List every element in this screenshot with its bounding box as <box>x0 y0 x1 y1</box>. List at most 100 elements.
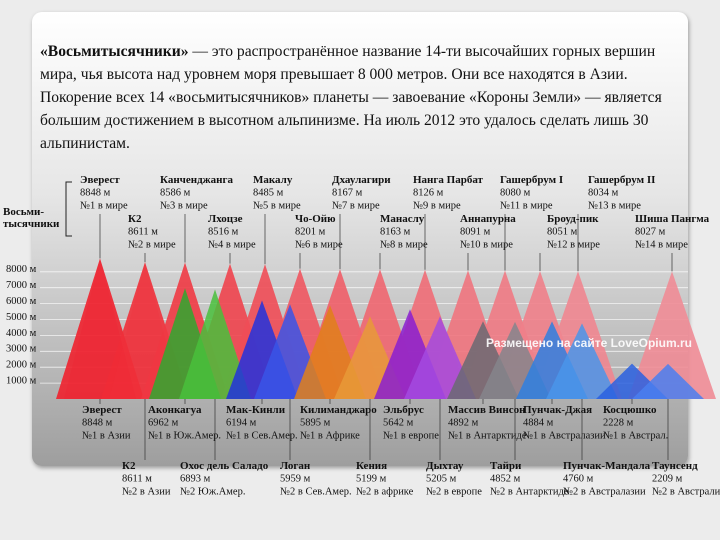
scale-label: 6000 м <box>6 296 37 307</box>
mountain-rank: №7 в мире <box>332 200 380 211</box>
mountain-height: 8034 м <box>588 187 619 198</box>
group-label: Восьми- <box>3 206 44 218</box>
mountain-name: Массив Винсон <box>448 404 526 416</box>
scale-label: 8000 м <box>6 264 37 275</box>
mountain-rank: №2 в африке <box>356 486 414 497</box>
mountain-name: Гашербрум II <box>588 174 655 186</box>
scale-label: 7000 м <box>6 280 37 291</box>
mountain-rank: №14 в мире <box>635 239 688 250</box>
mountain-name: Логан <box>280 460 311 472</box>
mountain-name: Эверест <box>80 174 120 186</box>
mountain-height: 8201 м <box>295 226 326 237</box>
mountain-name: Шиша Пангма <box>635 213 710 225</box>
mountain-rank: №1 в Азии <box>82 430 131 441</box>
scale-label: 5000 м <box>6 312 37 323</box>
mountain-rank: №1 в Австрал. <box>603 430 668 441</box>
mountain-rank: №3 в мире <box>160 200 208 211</box>
mountain-height: 8848 м <box>82 417 113 428</box>
mountain-height: 5959 м <box>280 473 311 484</box>
mountain-name: Аннапурна <box>460 213 516 225</box>
intro-lead: «Восьмитысячники» <box>40 43 189 60</box>
mountain-rank: №2 в Антарктиде <box>490 486 569 497</box>
mountain-rank: №1 в Сев.Амер. <box>226 430 298 441</box>
mountain-name: Эверест <box>82 404 122 416</box>
mountain-name: Пунчак-Джая <box>523 404 592 416</box>
mountain <box>179 289 251 399</box>
mountain-height: 8027 м <box>635 226 666 237</box>
intro-text: «Восьмитысячники» — это распространённое… <box>40 40 690 155</box>
mountain-height: 4892 м <box>448 417 479 428</box>
mountain-name: Охос дель Саладо <box>180 460 269 472</box>
mountain-name: Кения <box>356 460 387 472</box>
mountain-height: 8126 м <box>413 187 444 198</box>
mountain-name: Эльбрус <box>383 404 424 416</box>
mountain-name: Таунсенд <box>652 460 698 472</box>
mountain-rank: №1 в Австралазии <box>523 430 606 441</box>
mountain-name: К2 <box>122 460 136 472</box>
mountain-name: Аконкагуа <box>148 404 202 416</box>
mountain-height: 4852 м <box>490 473 521 484</box>
scale-label: 3000 м <box>6 344 37 355</box>
mountain-name: Макалу <box>253 174 293 186</box>
mountain-rank: №8 в мире <box>380 239 428 250</box>
mountain-rank: №9 в мире <box>413 200 461 211</box>
mountain-name: Чо-Ойю <box>295 213 336 225</box>
scale-label: 4000 м <box>6 328 37 339</box>
mountain-height: 8163 м <box>380 226 411 237</box>
group-label: тысячники <box>3 218 60 230</box>
mountain <box>64 258 136 399</box>
mountain-height: 8091 м <box>460 226 491 237</box>
mountain-rank: №4 в мире <box>208 239 256 250</box>
mountain-name: Тайри <box>490 460 522 472</box>
mountain-height: 5205 м <box>426 473 457 484</box>
mountain-height: 4884 м <box>523 417 554 428</box>
mountain-name: Гашербрум I <box>500 174 563 186</box>
mountain-rank: №2 в Азии <box>122 486 171 497</box>
mountain <box>546 323 618 399</box>
mountain-rank: №1 в Юж.Амер. <box>148 430 221 441</box>
mountain-height: 8611 м <box>122 473 152 484</box>
mountain-height: 8611 м <box>128 226 158 237</box>
scale-label: 1000 м <box>6 376 37 387</box>
mountain-height: 5895 м <box>300 417 331 428</box>
mountain-rank: №2 в европе <box>426 486 482 497</box>
mountain-height: 8516 м <box>208 226 239 237</box>
mountain-height: 8167 м <box>332 187 363 198</box>
mountain-name: К2 <box>128 213 142 225</box>
mountain-rank: №1 в мире <box>80 200 128 211</box>
mountain-name: Мак-Кинли <box>226 404 286 416</box>
mountain-rank: №2 в Австралазии <box>563 486 646 497</box>
mountain-name: Дыхтау <box>426 460 464 472</box>
mountain-name: Косцюшко <box>603 404 657 416</box>
mountain-name: Килиманджаро <box>300 404 377 416</box>
group-bracket <box>65 181 72 237</box>
mountain-rank: №1 в Африке <box>300 430 360 441</box>
mountain-height: 8485 м <box>253 187 284 198</box>
mountain-rank: №5 в мире <box>253 200 301 211</box>
mountain-height: 2228 м <box>603 417 634 428</box>
mountain-height: 2209 м <box>652 473 683 484</box>
mountain-name: Броуд-пик <box>547 213 599 225</box>
mountain-height: 8586 м <box>160 187 191 198</box>
mountain-rank: №6 в мире <box>295 239 343 250</box>
mountain-height: 8848 м <box>80 187 111 198</box>
mountain-rank: №1 в европе <box>383 430 439 441</box>
intro-body: — это распространённое название 14-ти вы… <box>40 43 662 152</box>
mountain-rank: №2 в Австралии <box>652 486 720 497</box>
scale-label: 2000 м <box>6 360 37 371</box>
mountain-rank: №2 в Сев.Амер. <box>280 486 352 497</box>
mountain-rank: №2 Юж.Амер. <box>180 486 245 497</box>
mountain-height: 6893 м <box>180 473 211 484</box>
mountain-name: Пунчак-Мандала <box>563 460 651 472</box>
mountain-rank: №1 в Антарктиде <box>448 430 527 441</box>
mountain-height: 4760 м <box>563 473 594 484</box>
mountain-name: Лхоцзе <box>208 213 243 225</box>
mountain-name: Дхаулагири <box>332 174 391 186</box>
mountain-rank: №10 в мире <box>460 239 513 250</box>
mountain-height: 8051 м <box>547 226 578 237</box>
mountain-height: 8080 м <box>500 187 531 198</box>
mountain-height: 6194 м <box>226 417 257 428</box>
mountain-rank: №11 в мире <box>500 200 553 211</box>
